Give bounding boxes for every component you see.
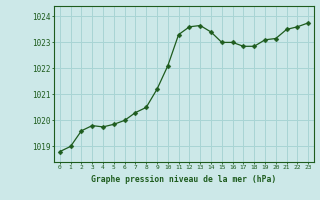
X-axis label: Graphe pression niveau de la mer (hPa): Graphe pression niveau de la mer (hPa) [92, 175, 276, 184]
